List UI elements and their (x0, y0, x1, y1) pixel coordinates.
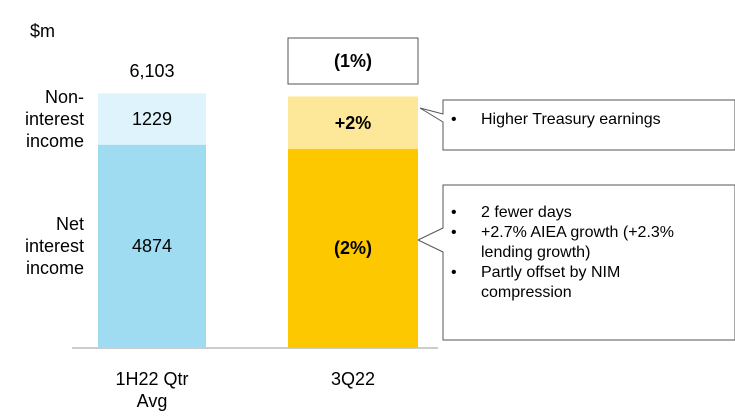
change-label: +2% (334, 112, 372, 133)
change-box (287, 37, 419, 85)
bar-segment (98, 144, 206, 348)
change-label: (2%) (333, 238, 372, 259)
bar-segment (288, 96, 418, 149)
segment-label: 1229 (131, 109, 173, 130)
series-label: Non-interest income (24, 87, 84, 152)
bullet-list: 2 fewer days+2.7% AIEA growth (+2.3% len… (443, 203, 703, 303)
segment-label: 4874 (131, 236, 173, 257)
bullet: +2.7% AIEA growth (+2.3% lending growth) (451, 223, 703, 263)
total-label: 6,103 (129, 61, 175, 82)
x-tick-label: 3Q22 (330, 369, 376, 389)
bar-segment (288, 148, 418, 348)
bullet: Higher Treasury earnings (451, 110, 703, 130)
series-label: Net interest income (24, 214, 84, 279)
unit-label: $m (30, 21, 56, 41)
total-change-label: (1%) (333, 51, 372, 71)
x-tick-label: 1H22 Qtr Avg (115, 369, 189, 411)
bullet: Partly offset by NIM compression (451, 263, 703, 303)
callout: 2 fewer days+2.7% AIEA growth (+2.3% len… (443, 203, 703, 303)
bullet: 2 fewer days (451, 203, 703, 223)
callout: Higher Treasury earnings (443, 110, 703, 130)
bar-segment (98, 93, 206, 145)
bullet-list: Higher Treasury earnings (443, 110, 703, 130)
